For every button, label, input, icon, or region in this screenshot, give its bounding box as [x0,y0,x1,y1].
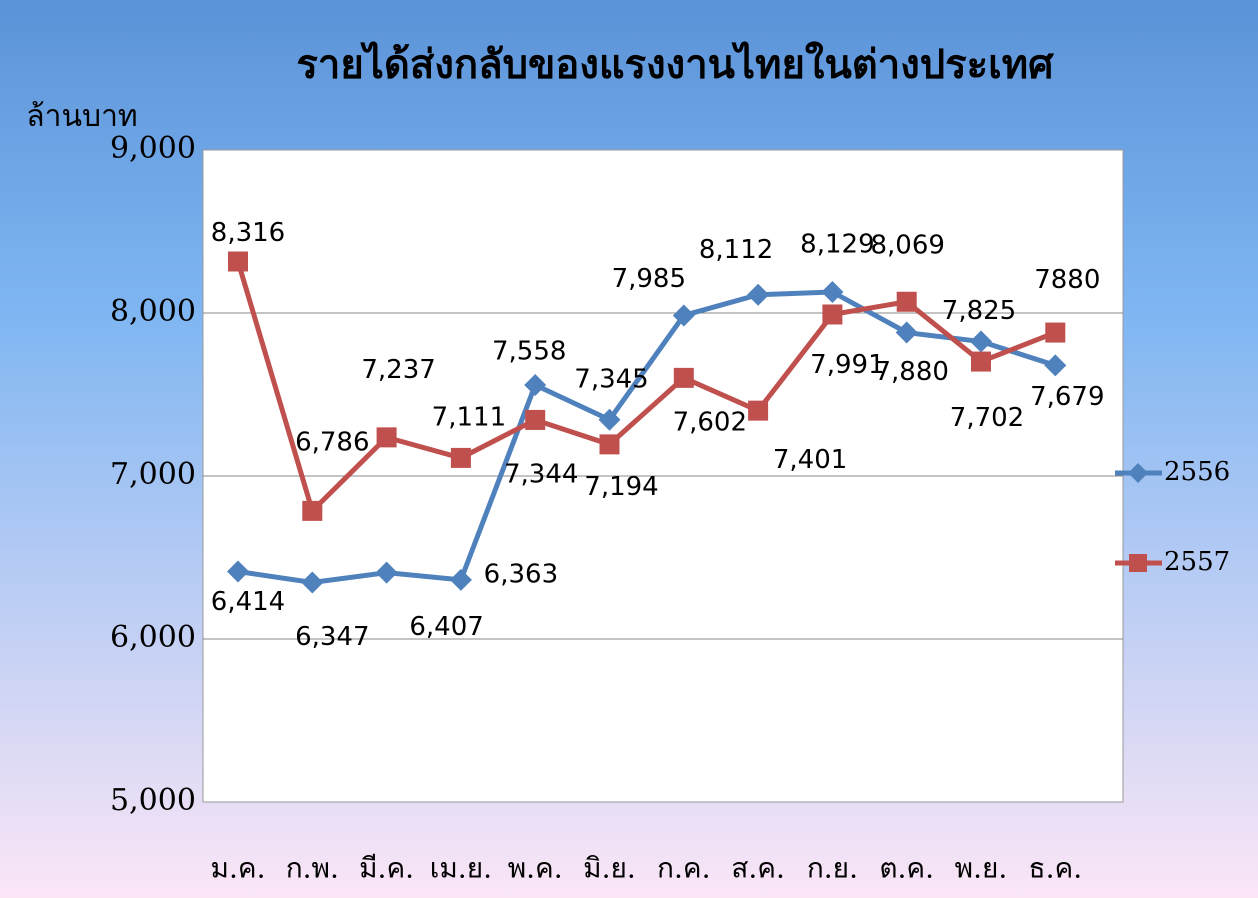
data-label: 7,702 [950,403,1024,433]
data-label: 6,347 [295,622,369,652]
legend-label: 2556 [1164,457,1230,487]
point [1044,354,1067,377]
data-label: 7880 [1034,265,1100,295]
data-label: 8,112 [699,235,773,265]
point [821,280,844,303]
data-label: 6,363 [484,559,558,589]
data-label: 7,344 [504,459,578,489]
x-tick-label: มี.ค. [359,852,414,885]
point [375,561,398,584]
point [302,500,323,521]
data-label: 7,345 [574,364,648,394]
point [822,304,843,325]
point [896,291,917,312]
y-tick-label: 8,000 [110,294,196,329]
data-label: 7,558 [492,337,566,367]
point [672,304,695,327]
x-tick-label: ม.ค. [211,852,266,885]
series-line [237,289,1057,585]
x-tick-label: ก.ย. [807,852,858,885]
point [227,560,249,583]
chart-title: รายได้ส่งกลับของแรงงานไทยในต่างประเทศ [296,41,1054,88]
data-label: 8,069 [870,230,944,260]
legend-marker [1129,554,1147,572]
data-label: 7,985 [612,264,686,294]
legend-label: 2557 [1164,547,1230,577]
y-tick-label: 9,000 [110,131,196,166]
y-axis-label: ล้านบาท [26,99,137,134]
data-label: 7,880 [874,357,948,387]
x-tick-label: พ.ค. [508,852,563,885]
x-tick-label: ก.พ. [286,852,339,885]
x-tick-label: พ.ย. [955,852,1008,885]
point [450,447,471,468]
x-tick-label: ธ.ค. [1028,852,1082,885]
data-label: 7,679 [1030,382,1104,412]
point [449,568,472,591]
data-label: 7,991 [810,350,884,380]
data-label: 6,407 [409,612,483,642]
y-tick-label: 6,000 [110,620,196,655]
series-line [235,260,1057,516]
y-tick-label: 5,000 [110,783,196,818]
data-label: 7,825 [942,296,1016,326]
point [673,367,694,388]
point [971,351,991,372]
point [895,321,918,344]
x-tick-label: ส.ค. [731,852,785,885]
data-label: 7,194 [584,472,658,502]
data-label: 8,316 [211,218,285,248]
x-tick-label: ต.ค. [879,852,934,885]
y-tick-label: 7,000 [110,457,196,492]
point [748,400,769,421]
x-tick-label: มิ.ย. [583,852,636,885]
point [525,409,546,430]
point [524,374,547,397]
point [598,408,621,431]
point [599,434,620,455]
x-tick-label: ก.ค. [657,852,710,885]
data-label: 7,111 [432,402,506,432]
x-tick-label: เม.ย. [430,852,492,885]
data-label: 7,401 [773,445,847,475]
legend-marker [1128,463,1148,483]
data-label: 7,237 [361,355,435,385]
point [747,283,770,306]
data-label: 8,129 [800,229,874,259]
data-label: 6,786 [295,427,369,457]
data-label: 7,602 [673,407,747,437]
point [301,571,324,594]
data-label: 6,414 [211,587,285,617]
point [228,251,248,272]
point [1045,322,1066,343]
point [376,427,397,448]
point [970,330,992,353]
